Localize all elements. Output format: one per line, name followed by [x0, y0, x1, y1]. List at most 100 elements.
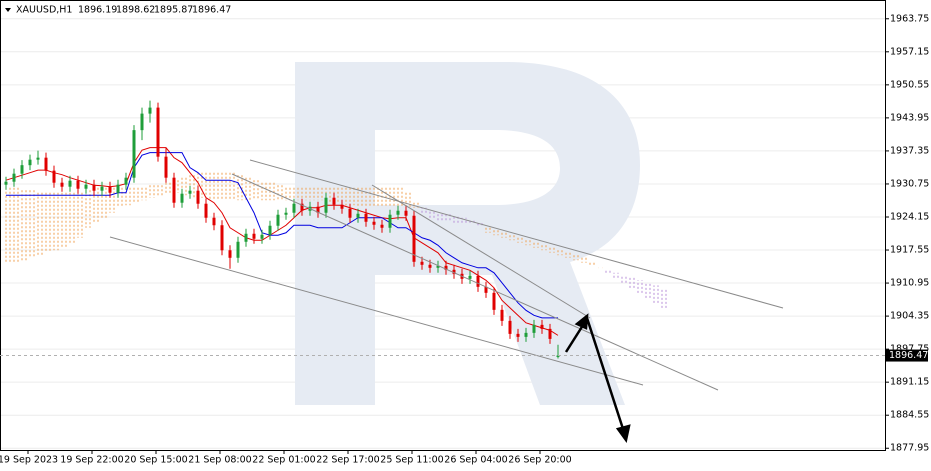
candle-body	[180, 193, 184, 203]
candle-body	[540, 324, 544, 329]
candle-body	[508, 320, 512, 334]
candle-body	[452, 269, 456, 274]
y-tick-label: 1957.15	[890, 46, 929, 57]
candle-body	[524, 332, 528, 337]
y-tick-label: 1950.55	[890, 79, 929, 90]
candle-body	[372, 221, 376, 225]
y-tick-label: 1924.15	[890, 211, 929, 222]
candle-body	[4, 181, 8, 185]
candle-body	[196, 190, 200, 204]
candle-body	[492, 292, 496, 310]
candle-body	[156, 107, 160, 157]
trend-line	[109, 236, 644, 386]
cloud-layer	[5, 172, 667, 308]
forecast-arrows	[564, 313, 631, 443]
candle-body	[204, 203, 208, 218]
candle-body	[332, 197, 336, 205]
trend-line	[371, 184, 591, 319]
candle-body	[84, 184, 88, 189]
header-icon	[5, 8, 11, 12]
candle-body	[356, 213, 360, 218]
y-tick-label: 1877.95	[890, 443, 929, 454]
candle-body	[276, 214, 280, 226]
x-tick-label: 20 Sep 15:00	[124, 455, 187, 466]
candle-body	[324, 197, 328, 213]
candle-body	[132, 130, 136, 178]
candle-body	[116, 184, 120, 193]
symbol-title: XAUUSD,H1	[16, 5, 72, 16]
candle-body	[124, 177, 128, 185]
candle-body	[404, 210, 408, 216]
candle-body	[316, 206, 320, 213]
candle-body	[244, 233, 248, 242]
candle-body	[516, 333, 520, 337]
ohlc-low: 1895.87	[154, 5, 193, 16]
candle-body	[252, 233, 256, 239]
candle-body	[92, 184, 96, 191]
y-tick-label: 1904.35	[890, 311, 929, 322]
plot-frame	[0, 0, 886, 451]
y-tick-label: 1897.75	[890, 344, 929, 355]
candle-body	[500, 309, 504, 321]
candle-body	[52, 170, 56, 183]
arrow-down	[585, 317, 626, 433]
candle-body	[420, 261, 424, 265]
y-tick-label: 1937.35	[890, 145, 929, 156]
candle-body	[188, 190, 192, 194]
candle-body	[44, 157, 48, 171]
candle-body	[340, 204, 344, 209]
candle-body	[388, 214, 392, 228]
trend-line	[249, 159, 784, 309]
y-tick-label: 1917.55	[890, 245, 929, 256]
candle-body	[412, 215, 416, 262]
candle-body	[28, 159, 32, 166]
candle-body	[36, 157, 40, 160]
x-tick-label: 26 Sep 20:00	[508, 455, 571, 466]
arrow-head	[574, 313, 589, 330]
overlay-layer	[5, 147, 559, 336]
x-tick-label: 22 Sep 17:00	[316, 455, 379, 466]
x-tick-label: 19 Sep 22:00	[60, 455, 123, 466]
y-tick-label: 1963.75	[890, 13, 929, 24]
candle-body	[364, 213, 368, 222]
price-label: 1896.47	[889, 350, 928, 361]
ohlc-open: 1896.19	[78, 5, 117, 16]
ohlc-high: 1898.62	[116, 5, 155, 16]
arrow-head	[615, 424, 631, 443]
candle-body	[100, 186, 104, 191]
candle-body	[76, 180, 80, 189]
candle-body	[140, 113, 144, 131]
candle-body	[236, 241, 240, 258]
header: XAUUSD,H1 1896.19 1898.62 1895.87 1896.4…	[5, 5, 231, 16]
candle-body	[532, 324, 536, 333]
candle-body	[148, 107, 152, 114]
watermark-logo	[295, 62, 640, 405]
candle-body	[108, 186, 112, 193]
candle-body	[172, 177, 176, 203]
candle-body	[228, 250, 232, 258]
candle-body	[476, 275, 480, 287]
y-tick-label: 1943.95	[890, 112, 929, 123]
candle-body	[484, 286, 488, 293]
candle-body	[292, 203, 296, 213]
x-tick-label: 19 Sep 2023	[0, 455, 58, 466]
candle-body	[556, 355, 560, 357]
y-tick-label: 1930.75	[890, 178, 929, 189]
x-tick-label: 22 Sep 01:00	[252, 455, 315, 466]
indicator-line	[5, 147, 559, 336]
candle-body	[268, 225, 272, 235]
candle-body	[20, 165, 24, 174]
y-tick-label: 1891.15	[890, 377, 929, 388]
y-tick-label: 1910.95	[890, 278, 929, 289]
candle-body	[220, 225, 224, 251]
candle-body	[68, 180, 72, 187]
axes-layer: 1963.75 1957.15 1950.55 1943.95 1937.35 1930.…	[0, 13, 929, 466]
candle-body	[548, 328, 552, 339]
candle-body	[380, 224, 384, 228]
candle-body	[468, 275, 472, 279]
trend-lines	[109, 159, 784, 391]
candle-body	[260, 234, 264, 239]
x-tick-label: 26 Sep 04:00	[444, 455, 507, 466]
